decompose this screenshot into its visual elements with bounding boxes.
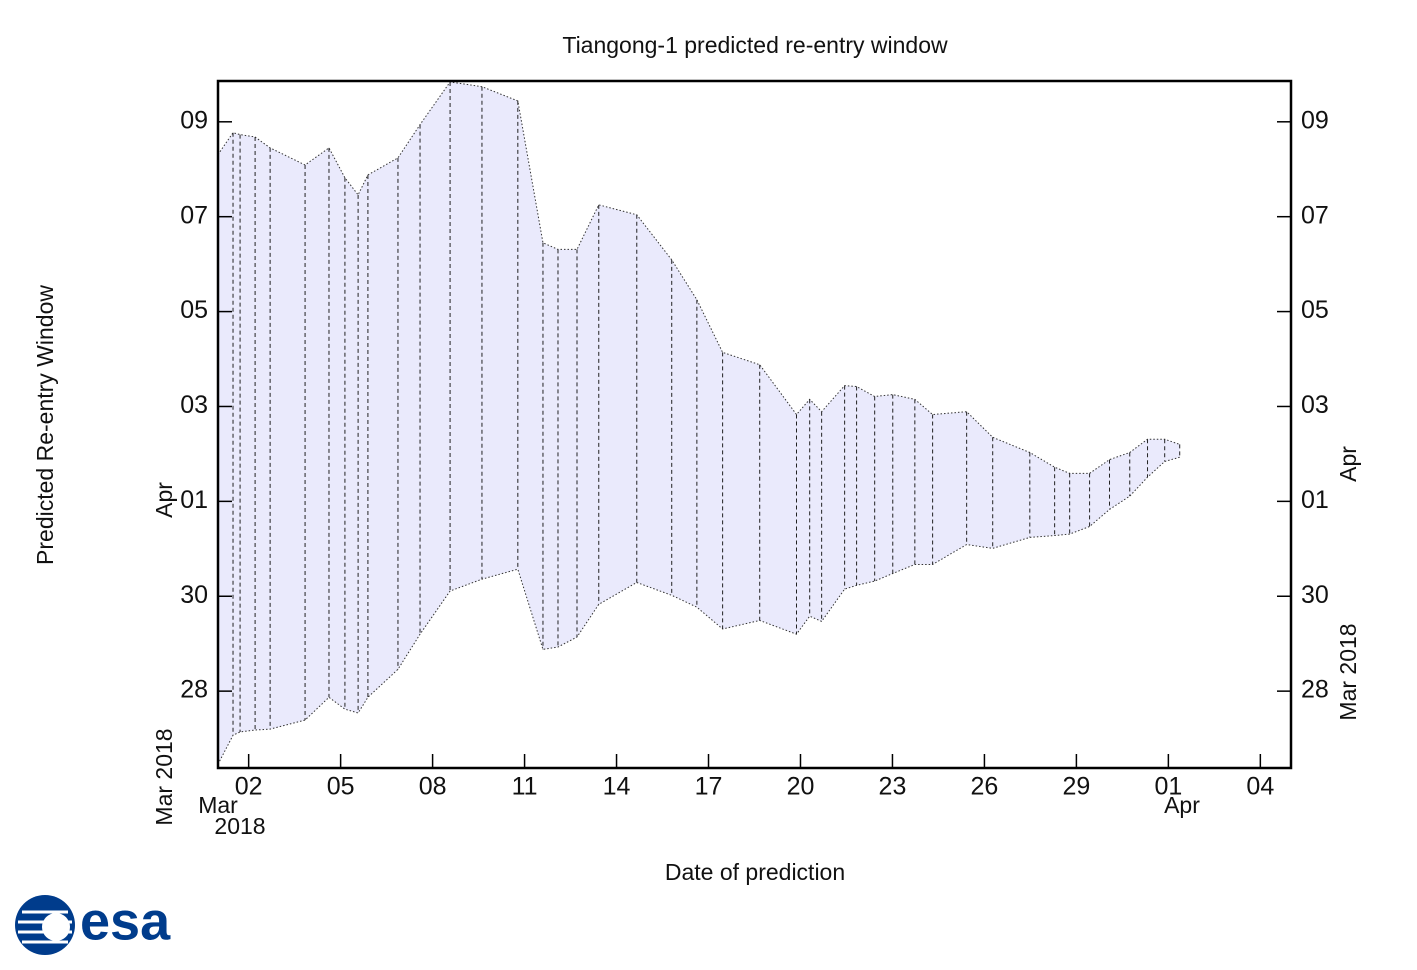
y2-tick-label: 01: [1301, 486, 1329, 514]
chart-title: Tiangong-1 predicted re-entry window: [562, 32, 948, 58]
y-month-label: Mar 2018: [1335, 623, 1361, 720]
y-month-label: Apr: [151, 482, 177, 518]
x-tick-label: 23: [879, 773, 907, 801]
x-tick-label: 11: [512, 773, 538, 801]
x-tick-label: 05: [327, 773, 355, 801]
y-tick-label: 30: [180, 581, 208, 609]
x-tick-label: 01: [1154, 773, 1182, 801]
y2-tick-label: 03: [1301, 391, 1329, 419]
x-tick-label: 26: [971, 773, 999, 801]
y2-tick-label: 28: [1301, 676, 1329, 704]
esa-logo: esa: [15, 891, 171, 955]
x-month-label: Mar: [198, 792, 238, 818]
x-month-label: Apr: [1164, 792, 1200, 818]
y2-tick-label: 09: [1301, 106, 1329, 134]
x-tick-label: 08: [419, 773, 447, 801]
y-tick-label: 05: [180, 296, 208, 324]
x-tick-label: 14: [603, 773, 631, 801]
boundary-line: [217, 81, 1180, 474]
x-tick-label: 20: [787, 773, 815, 801]
x-tick-label: 04: [1246, 773, 1274, 801]
y-month-label: Apr: [1335, 446, 1361, 482]
y-axis-label: Predicted Re-entry Window: [32, 285, 58, 565]
x-tick-label: 02: [235, 773, 263, 801]
plot-frame: [216, 79, 1293, 770]
x-year-label: 2018: [214, 813, 265, 839]
y2-tick-label: 05: [1301, 296, 1329, 324]
y2-tick-label: 30: [1301, 581, 1329, 609]
y-tick-label: 03: [180, 391, 208, 419]
boundary-line: [217, 456, 1180, 765]
logo-dot: [42, 913, 70, 941]
y-tick-label: 07: [180, 201, 208, 229]
x-axis-label: Date of prediction: [665, 859, 845, 885]
y-tick-label: 09: [180, 106, 208, 134]
x-tick-label: 29: [1062, 773, 1090, 801]
x-tick-label: 17: [695, 773, 723, 801]
y2-tick-label: 07: [1301, 201, 1329, 229]
y-tick-label: 01: [180, 486, 208, 514]
logo-text: esa: [80, 891, 171, 951]
range-area: [218, 81, 1180, 765]
y-tick-label: 28: [180, 676, 208, 704]
y-month-label: Mar 2018: [151, 728, 177, 825]
